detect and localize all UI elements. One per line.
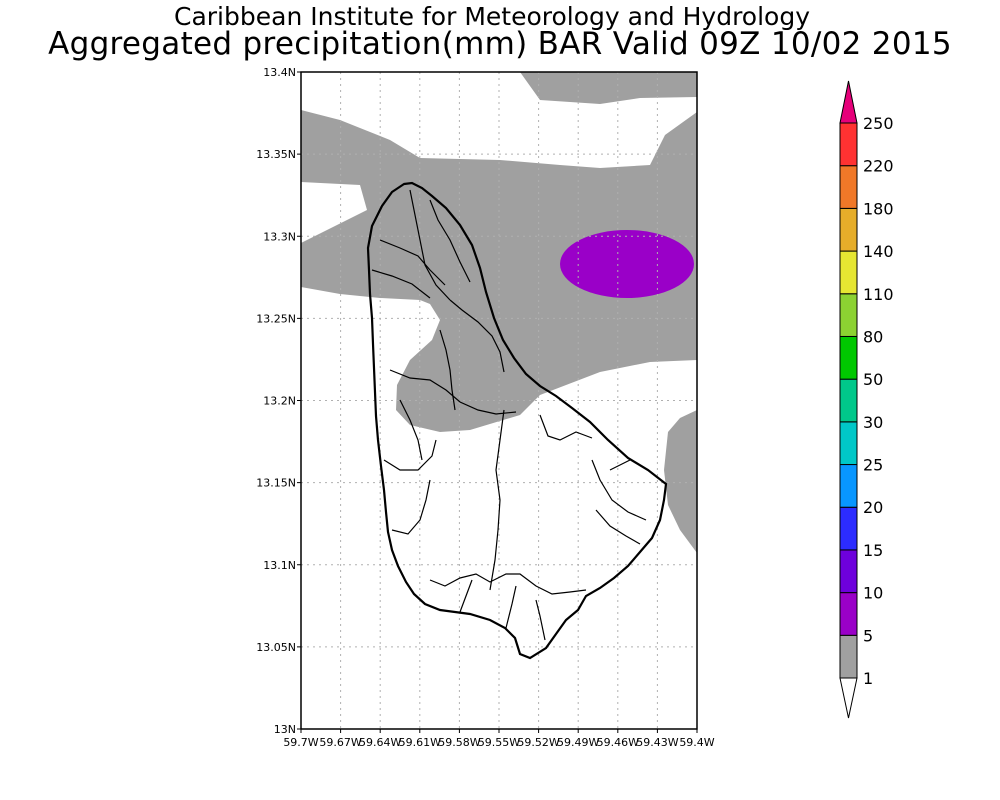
- colorbar-box: [839, 464, 858, 508]
- longitude-axis: 59.7W 59.67W59.64W59.61W59.58W59.55W59.52…: [283, 729, 715, 749]
- colorbar-over-triangle: [839, 80, 858, 124]
- colorbar-box: [839, 122, 858, 167]
- lat-tick-label: 13N: [274, 723, 296, 736]
- colorbar-level-label: 1: [863, 669, 873, 688]
- watershed-line: [371, 269, 431, 299]
- lon-tick-label: 59.67W: [319, 736, 361, 749]
- watershed-line: [505, 585, 517, 629]
- colorbar-level-label: 30: [863, 413, 883, 432]
- watershed-line: [429, 573, 587, 595]
- watershed-line: [609, 459, 631, 471]
- colorbar-level-label: 80: [863, 327, 883, 346]
- lon-tick-label: 59.52W: [517, 736, 559, 749]
- watershed-line: [383, 439, 437, 471]
- lat-tick-label: 13.25N: [256, 312, 296, 325]
- watershed-line: [409, 189, 451, 301]
- colorbar-box: [839, 421, 858, 466]
- colorbar-level-label: 25: [863, 456, 883, 475]
- barbados-island: [366, 181, 668, 660]
- precip-area-5-10mm: [560, 230, 694, 298]
- watershed-line: [429, 199, 471, 283]
- colorbar-box: [839, 293, 858, 337]
- watershed-line: [489, 409, 505, 591]
- lon-tick-label: 59.61W: [399, 736, 441, 749]
- colorbar-level-label: 5: [863, 626, 873, 645]
- colorbar-box: [839, 506, 858, 551]
- colorbar-box: [839, 549, 858, 594]
- lat-tick-label: 13.05N: [256, 641, 296, 654]
- watershed-line: [595, 509, 641, 545]
- colorbar-box: [839, 335, 858, 380]
- watershed-line: [391, 479, 431, 535]
- lat-tick-label: 13.2N: [263, 395, 296, 408]
- lon-tick-label: 59.49W: [557, 736, 599, 749]
- colorbar-level-label: 20: [863, 498, 883, 517]
- title-line-2: Aggregated precipitation(mm) BAR Valid 0…: [48, 26, 952, 62]
- lat-tick-label: 13.1N: [263, 559, 296, 572]
- watershed-line: [591, 459, 647, 521]
- lon-tick-label: 59.4W: [679, 736, 714, 749]
- colorbar-under-triangle: [839, 677, 858, 719]
- colorbar-box: [839, 378, 858, 423]
- lon-tick-label: 59.64W: [359, 736, 401, 749]
- colorbar-box: [839, 592, 858, 636]
- watershed-line: [459, 579, 473, 613]
- watershed-line: [449, 299, 505, 373]
- precip-area-1-5mm-east: [664, 410, 697, 553]
- colorbar-level-label: 10: [863, 584, 883, 603]
- lon-tick-label: 59.43W: [636, 736, 678, 749]
- colorbar-level-label: 50: [863, 370, 883, 389]
- latitude-axis: 13N 13.05N 13.1N 13.15N 13.2N 13.25N 13.3N 13.3…: [256, 66, 301, 736]
- lat-tick-label: 13.3N: [263, 230, 296, 243]
- watershed-line: [535, 599, 546, 641]
- watershed-line: [539, 414, 593, 441]
- watershed-line: [399, 399, 423, 461]
- colorbar-box: [839, 634, 858, 679]
- lon-tick-label: 59.58W: [438, 736, 480, 749]
- colorbar-level-label: 140: [863, 242, 894, 261]
- colorbar-level-label: 220: [863, 157, 894, 176]
- lon-tick-label: 59.46W: [597, 736, 639, 749]
- colorbar-level-label: 250: [863, 114, 894, 133]
- lon-tick-label: 59.55W: [478, 736, 520, 749]
- coastline: [366, 181, 668, 660]
- colorbar-box: [839, 165, 858, 209]
- lon-tick-label: 59.7W: [283, 736, 318, 749]
- colorbar-box: [839, 250, 858, 295]
- map-panel: [300, 71, 698, 730]
- grid-lines: [301, 72, 697, 729]
- watershed-line: [379, 239, 446, 286]
- watershed-line: [389, 369, 517, 415]
- colorbar-level-label: 110: [863, 285, 894, 304]
- title-line-1: Caribbean Institute for Meteorology and …: [174, 2, 810, 31]
- colorbar-level-label: 15: [863, 541, 883, 560]
- colorbar-level-label: 180: [863, 199, 894, 218]
- lat-tick-label: 13.35N: [256, 148, 296, 161]
- colorbar-box: [839, 207, 858, 252]
- lat-tick-label: 13.4N: [263, 66, 296, 79]
- lat-tick-label: 13.15N: [256, 477, 296, 490]
